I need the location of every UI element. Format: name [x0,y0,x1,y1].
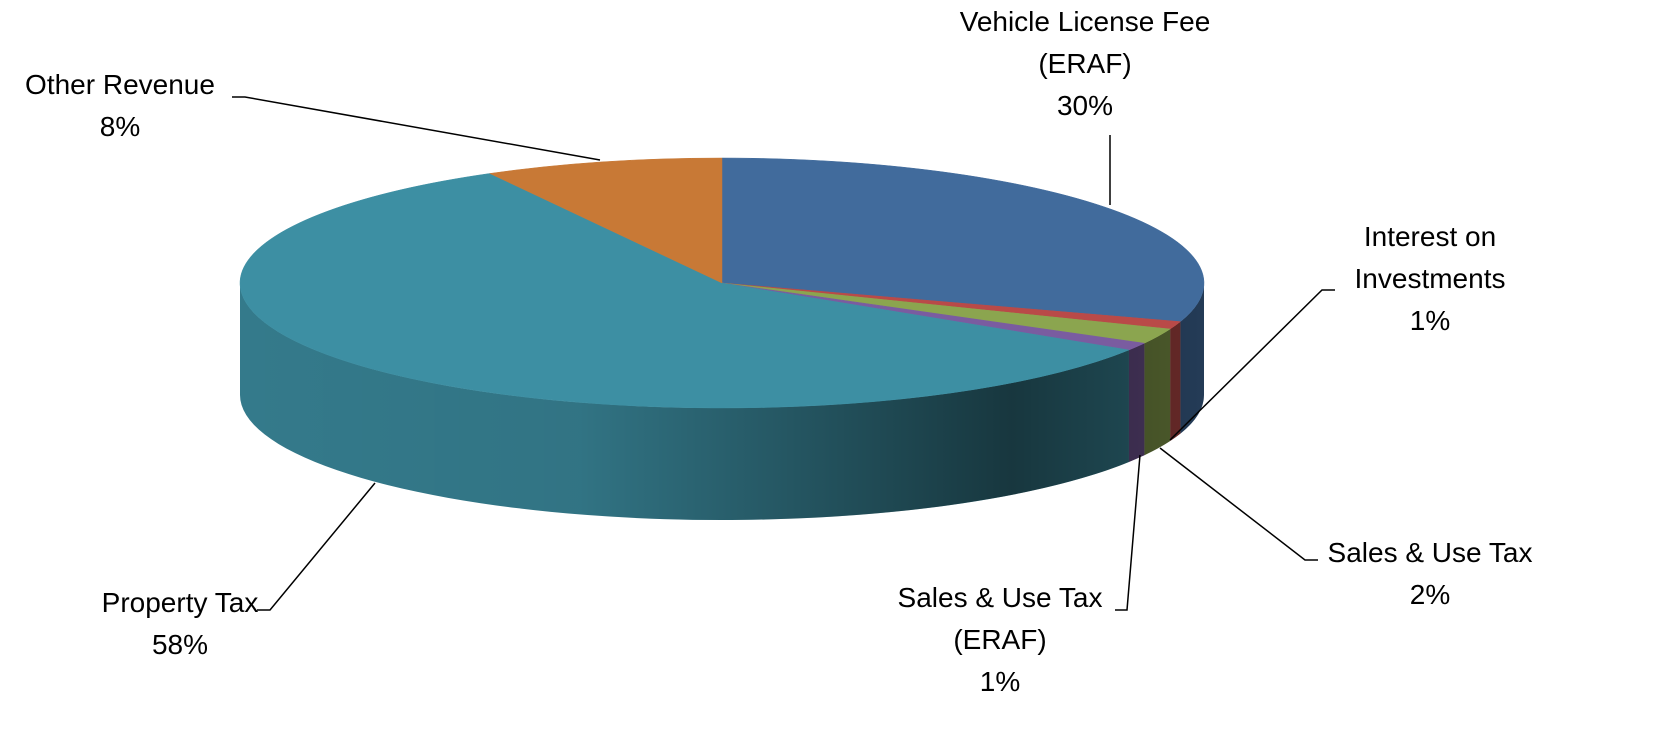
data-label: Sales & Use Tax (ERAF) 1% [880,577,1120,703]
category-label: Other Revenue [25,69,215,100]
value-label: 8% [99,111,141,142]
value-label: 58% [151,629,209,660]
category-label: Vehicle License Fee (ERAF) [959,6,1211,79]
category-label: Property Tax [101,587,259,618]
category-label: Sales & Use Tax (ERAF) [897,582,1103,655]
slice [239,173,1130,409]
data-label: Other Revenue 8% [0,64,240,148]
leader-line [257,482,376,611]
data-label: Property Tax 58% [60,582,300,666]
leader-line [1159,447,1318,561]
value-label: 30% [1056,90,1114,121]
leader-line [1169,289,1335,441]
data-label: Sales & Use Tax 2% [1295,532,1565,616]
slice-side [1128,343,1145,462]
slice-side [1170,321,1181,442]
slice [721,157,1205,322]
leader-lines [232,96,1335,611]
value-label: 2% [1409,579,1451,610]
category-label: Sales & Use Tax [1327,537,1533,568]
category-label: Interest on Investments [1354,221,1506,294]
data-label: Interest on Investments 1% [1330,216,1530,342]
leader-line [1115,454,1141,611]
slice-side [1144,329,1171,456]
leader-line [232,96,601,161]
value-label: 1% [979,666,1021,697]
data-label: Vehicle License Fee (ERAF) 30% [935,1,1235,127]
value-label: 1% [1409,305,1451,336]
slice [488,157,723,284]
